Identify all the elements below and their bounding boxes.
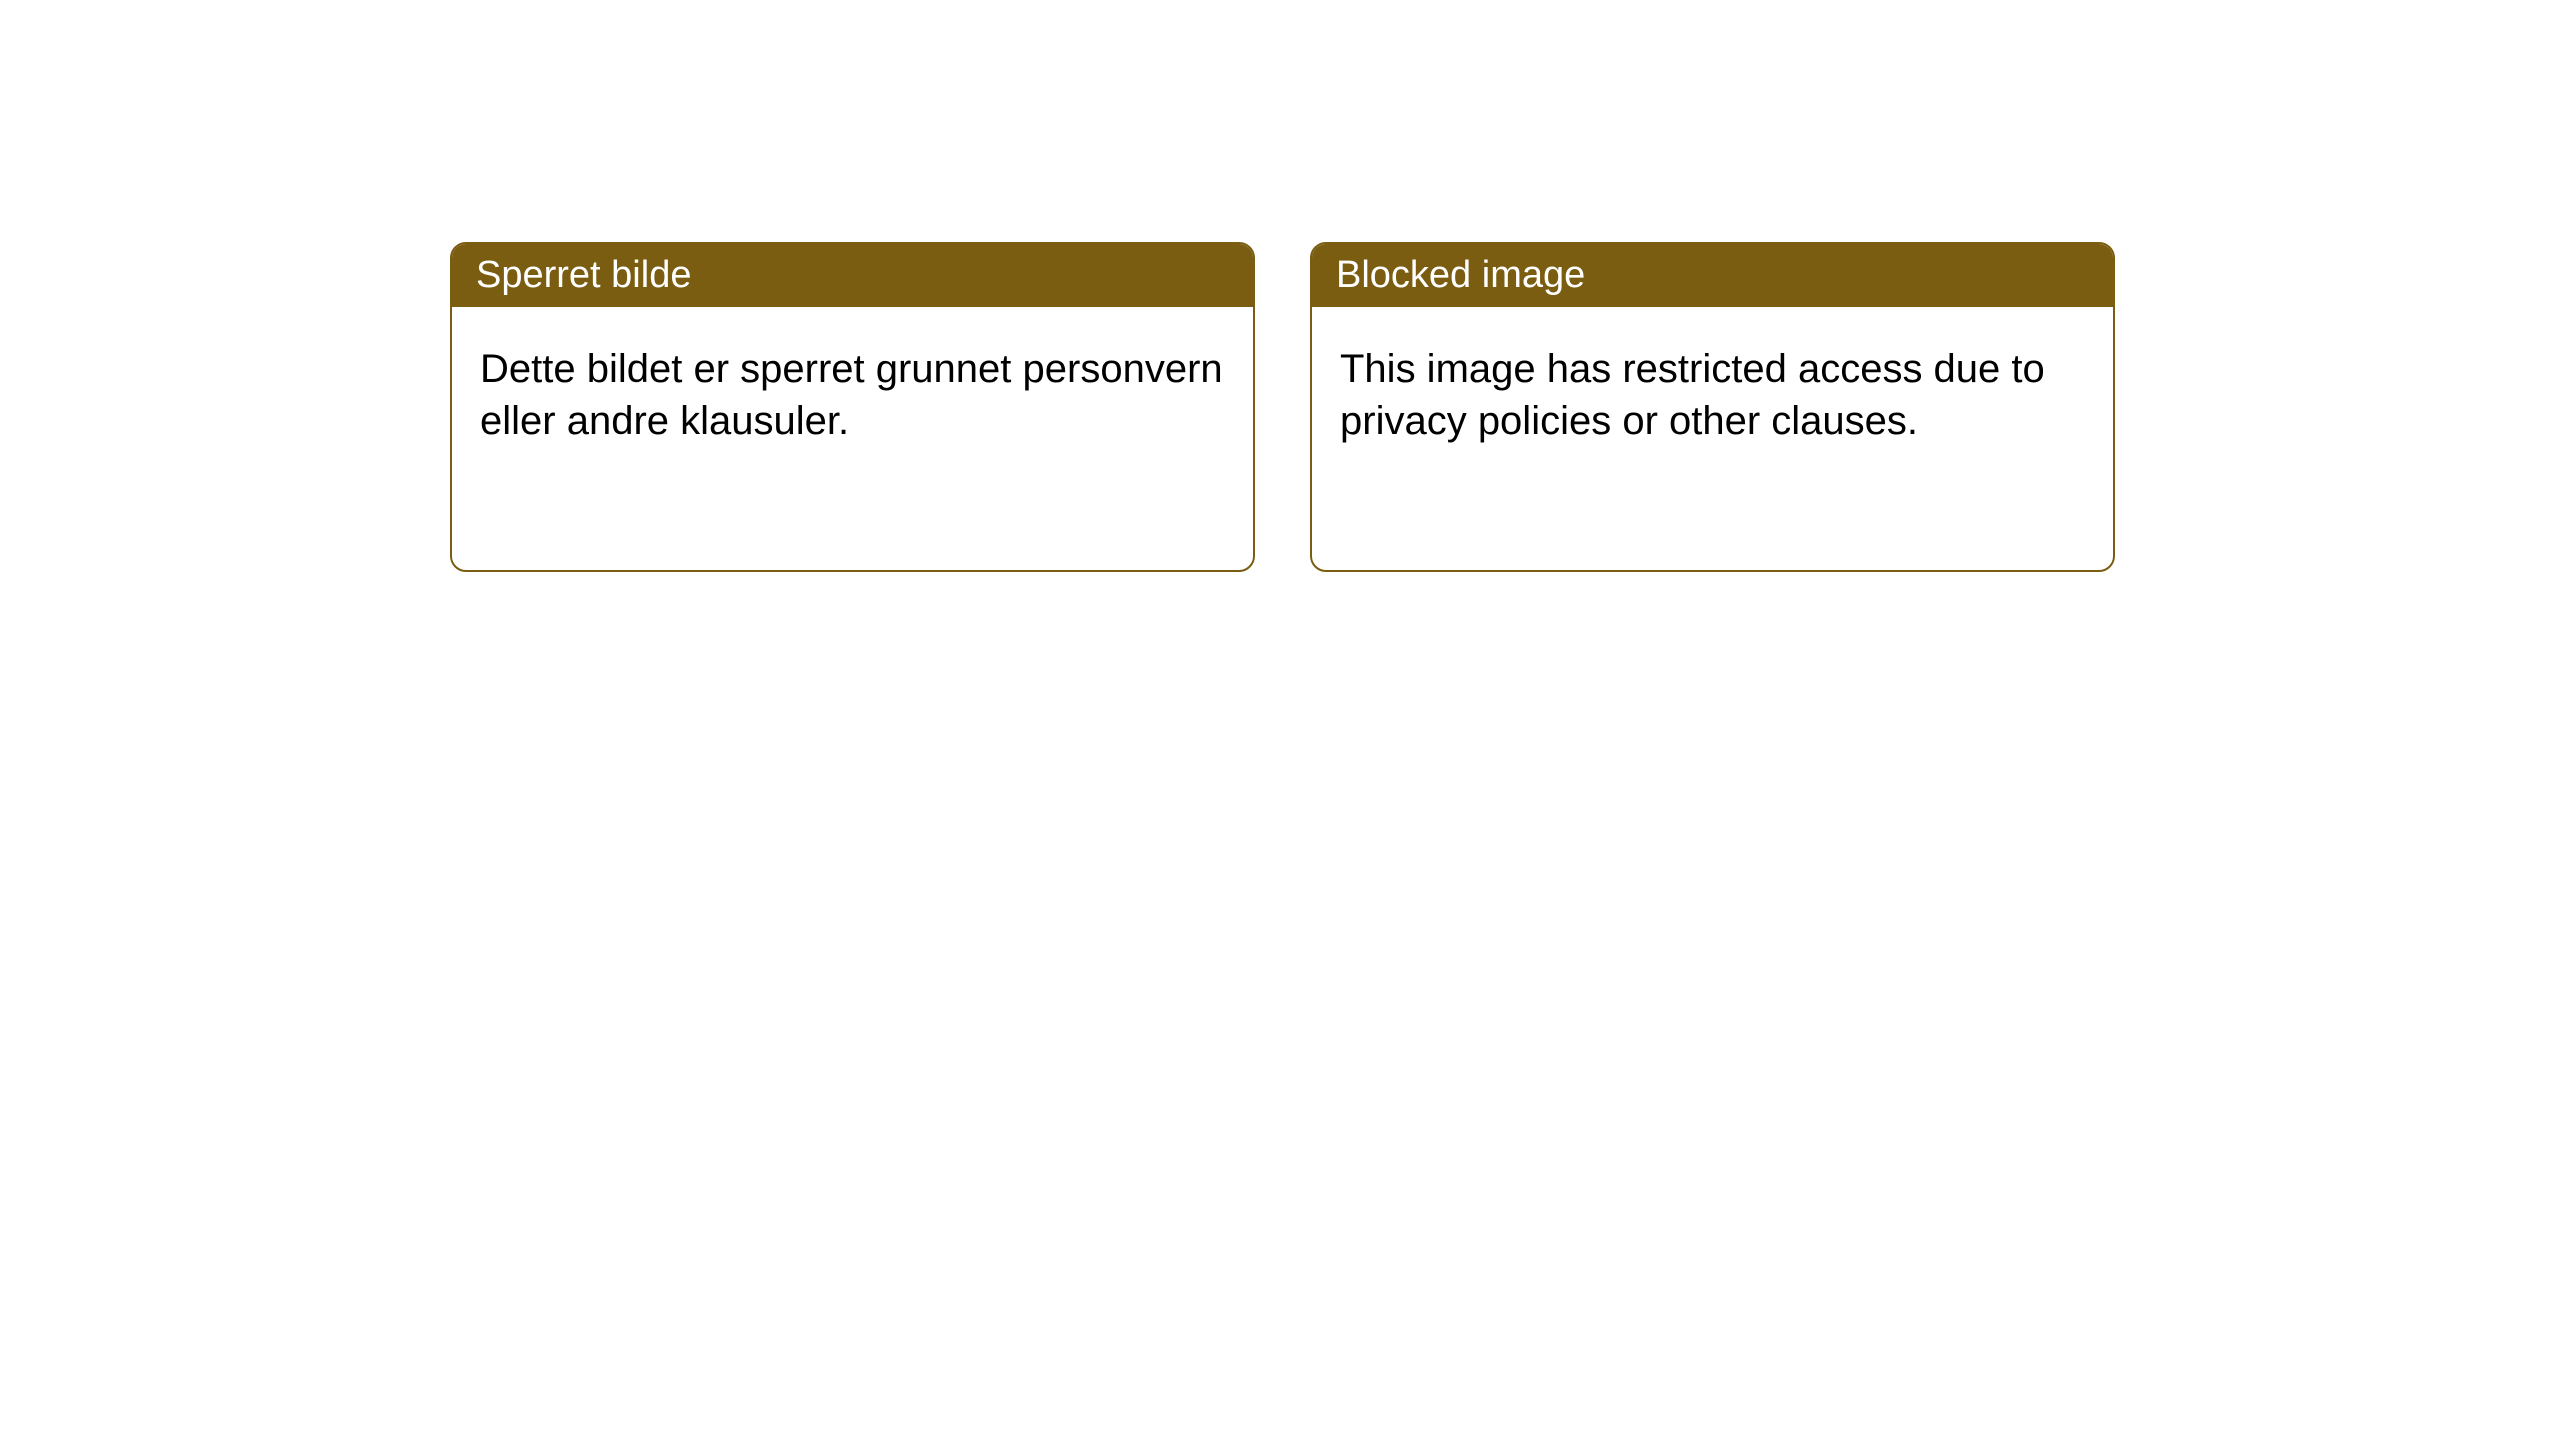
notice-container: Sperret bilde Dette bildet er sperret gr… bbox=[450, 242, 2115, 572]
notice-body: Dette bildet er sperret grunnet personve… bbox=[452, 307, 1253, 475]
notice-header: Blocked image bbox=[1312, 244, 2113, 307]
notice-header: Sperret bilde bbox=[452, 244, 1253, 307]
notice-title: Blocked image bbox=[1336, 254, 1585, 296]
notice-card-english: Blocked image This image has restricted … bbox=[1310, 242, 2115, 572]
notice-body: This image has restricted access due to … bbox=[1312, 307, 2113, 475]
notice-title: Sperret bilde bbox=[476, 254, 691, 296]
notice-card-norwegian: Sperret bilde Dette bildet er sperret gr… bbox=[450, 242, 1255, 572]
notice-text: Dette bildet er sperret grunnet personve… bbox=[480, 347, 1223, 443]
notice-text: This image has restricted access due to … bbox=[1340, 347, 2045, 443]
